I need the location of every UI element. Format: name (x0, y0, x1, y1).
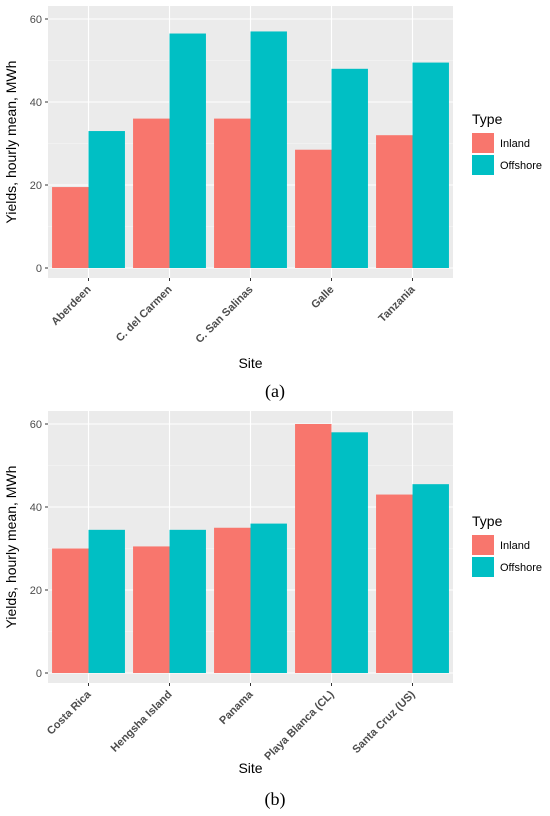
x-tick-label: Aberdeen (49, 283, 94, 328)
y-tick-label: 20 (30, 180, 42, 192)
x-axis-title: Site (238, 355, 262, 371)
y-tick-label: 40 (30, 97, 42, 109)
y-tick-label: 20 (30, 585, 42, 597)
chart-panel-a: 0 20 40 60 Aberdeen C. del Carmen C. San Salin… (3, 6, 542, 371)
bars (52, 424, 449, 673)
y-ticks: 0 20 40 60 (30, 14, 48, 275)
legend: Type Inland Offshore (472, 513, 542, 577)
legend-label-inland: Inland (500, 540, 530, 552)
y-tick-label: 40 (30, 502, 42, 514)
legend-label-offshore: Offshore (500, 562, 542, 574)
legend-key-offshore (472, 155, 494, 175)
x-tick-label: Costa Rica (45, 688, 94, 737)
y-ticks: 0 20 40 60 (30, 419, 48, 680)
x-axis-title: Site (238, 760, 262, 776)
y-tick-label: 0 (36, 263, 42, 275)
x-tick-label: Panama (217, 688, 256, 727)
bar-inland (295, 149, 332, 268)
bar-inland (52, 548, 89, 673)
bar-inland (52, 187, 89, 268)
bar-offshore (250, 523, 287, 673)
legend-label-offshore: Offshore (500, 160, 542, 172)
bar-offshore (88, 131, 125, 268)
x-tick-label: Santa Cruz (US) (350, 688, 417, 755)
y-tick-label: 60 (30, 14, 42, 26)
legend: Type Inland Offshore (472, 111, 542, 175)
y-axis-title: Yields, hourly mean, MWh (3, 61, 19, 224)
bar-inland (295, 424, 332, 673)
x-tick-label: Playa Blanca (CL) (262, 688, 336, 762)
bar-offshore (250, 31, 287, 269)
x-tick-label: C. del Carmen (114, 283, 175, 344)
panel-label-b: (b) (264, 789, 286, 809)
legend-key-inland (472, 133, 494, 153)
bar-offshore (169, 529, 206, 673)
y-axis-title: Yields, hourly mean, MWh (3, 466, 19, 629)
panel-label-a: (a) (265, 381, 285, 401)
bar-inland (214, 118, 251, 268)
y-tick-label: 0 (36, 668, 42, 680)
legend-title: Type (472, 111, 503, 127)
bars (52, 31, 449, 269)
bar-inland (133, 118, 170, 268)
bar-inland (214, 527, 251, 673)
bar-inland (376, 494, 413, 673)
legend-key-inland (472, 535, 494, 555)
x-ticks: Costa Rica Hengsha Island Panama Playa Blan… (45, 683, 418, 763)
legend-title: Type (472, 513, 503, 529)
bar-offshore (169, 33, 206, 269)
bar-offshore (331, 432, 368, 673)
x-tick-label: Hengsha Island (109, 689, 175, 755)
y-tick-label: 60 (30, 419, 42, 431)
bar-offshore (88, 529, 125, 673)
x-tick-label: Tanzania (376, 283, 418, 325)
bar-offshore (331, 68, 368, 268)
bar-inland (133, 546, 170, 673)
bar-inland (376, 135, 413, 268)
x-tick-label: Galle (309, 284, 337, 312)
chart-panel-b: 0 20 40 60 Costa Rica Hengsha Island Panama Pla… (3, 411, 542, 776)
legend-label-inland: Inland (500, 138, 530, 150)
bar-offshore (412, 484, 449, 673)
x-ticks: Aberdeen C. del Carmen C. San Salinas Galle… (49, 278, 418, 346)
x-tick-label: C. San Salinas (194, 284, 256, 346)
bar-offshore (412, 62, 449, 269)
legend-key-offshore (472, 557, 494, 577)
